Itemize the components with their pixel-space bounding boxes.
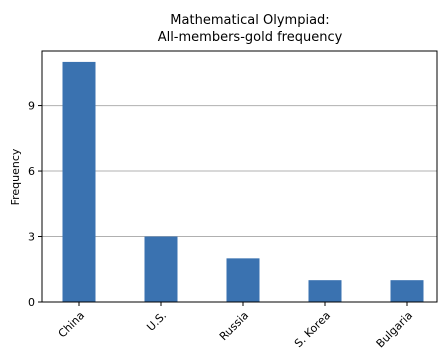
x-axis-ticks: China U.S. Russia S. Korea Bulgaria xyxy=(56,302,415,350)
x-tick-label: S. Korea xyxy=(292,309,333,350)
chart-title: Mathematical Olympiad: xyxy=(170,13,329,28)
y-tick-label: 0 xyxy=(28,296,35,309)
chart-subtitle: All-members-gold frequency xyxy=(158,30,343,45)
x-tick-label: Bulgaria xyxy=(374,309,415,350)
x-tick-label: Russia xyxy=(217,309,251,343)
x-tick-label: China xyxy=(56,309,87,340)
bar-bulgaria xyxy=(390,280,424,302)
bar-u-s xyxy=(144,236,178,302)
y-axis-label: Frequency xyxy=(9,148,22,205)
bars xyxy=(62,61,424,303)
y-tick-label: 9 xyxy=(28,100,35,113)
y-axis-ticks: 0 3 6 9 xyxy=(28,100,42,309)
bar-china xyxy=(62,61,96,303)
bar-s-korea xyxy=(308,280,342,302)
gridlines xyxy=(42,105,437,238)
y-tick-label: 6 xyxy=(28,165,35,178)
x-tick-label: U.S. xyxy=(144,309,169,334)
y-tick-label: 3 xyxy=(28,231,35,244)
bar-russia xyxy=(226,258,260,302)
plot-area-frame xyxy=(41,50,438,303)
